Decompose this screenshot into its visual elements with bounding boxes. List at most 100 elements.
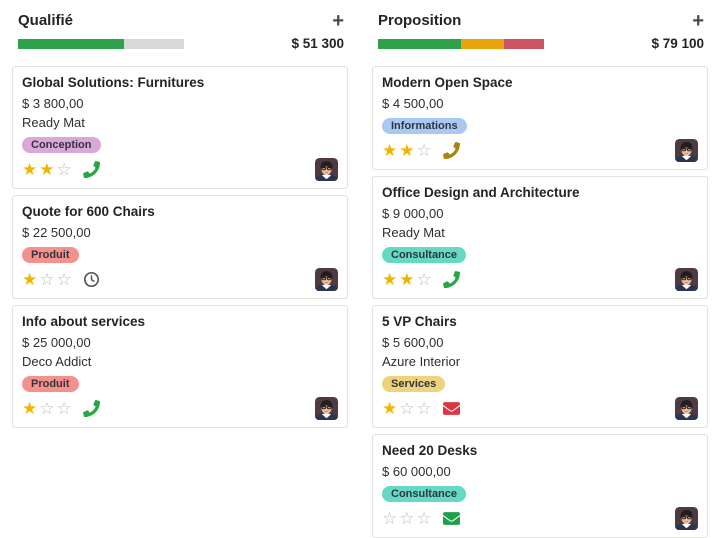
tag-pill[interactable]: Produit: [22, 247, 79, 263]
card-footer: ★ ★ ☆: [22, 158, 338, 181]
tag-pill[interactable]: Produit: [22, 376, 79, 392]
opportunity-title: Modern Open Space: [382, 75, 513, 90]
progress-segment-danger[interactable]: [504, 38, 544, 49]
column-total: $ 79 100: [651, 36, 704, 51]
star-icon[interactable]: ★: [382, 399, 398, 418]
assignee-avatar[interactable]: [315, 397, 338, 420]
priority-stars[interactable]: ★ ★ ☆: [382, 142, 434, 159]
plus-icon[interactable]: +: [692, 9, 704, 32]
card-footer: ★ ★ ☆: [382, 268, 698, 291]
star-icon[interactable]: ★: [399, 270, 415, 289]
phone-icon[interactable]: [82, 161, 100, 178]
star-icon[interactable]: ☆: [416, 399, 432, 418]
kanban-card[interactable]: Need 20 Desks $ 60 000,00 Consultance ☆ ☆…: [372, 434, 708, 538]
expected-revenue: $ 9 000,00: [382, 206, 444, 221]
star-icon[interactable]: ☆: [382, 509, 398, 528]
assignee-avatar[interactable]: [315, 268, 338, 291]
tag-row: Informations: [382, 116, 698, 134]
star-icon[interactable]: ★: [382, 141, 398, 160]
kanban-card[interactable]: Modern Open Space $ 4 500,00 Information…: [372, 66, 708, 170]
assignee-avatar[interactable]: [315, 158, 338, 181]
column-title[interactable]: Qualifié: [18, 12, 74, 29]
progress-segment-warning[interactable]: [461, 38, 505, 49]
partner-name: Deco Addict: [22, 354, 92, 369]
card-footer: ★ ★ ☆: [382, 139, 698, 162]
star-icon[interactable]: ☆: [39, 270, 55, 289]
opportunity-title: 5 VP Chairs: [382, 314, 457, 329]
star-icon[interactable]: ★: [22, 270, 38, 289]
activity-progressbar[interactable]: [18, 38, 184, 49]
column-stats: $ 79 100: [370, 36, 710, 51]
kanban-card[interactable]: Office Design and Architecture $ 9 000,0…: [372, 176, 708, 299]
star-icon[interactable]: ☆: [399, 509, 415, 528]
priority-stars[interactable]: ★ ☆ ☆: [22, 271, 74, 288]
progress-segment-success[interactable]: [18, 38, 125, 49]
column-title[interactable]: Proposition: [378, 12, 462, 29]
progress-segment-success[interactable]: [378, 38, 461, 49]
kanban-card[interactable]: Quote for 600 Chairs $ 22 500,00 Produit…: [12, 195, 348, 299]
envelope-icon[interactable]: [442, 510, 460, 527]
tag-row: Services: [382, 374, 698, 392]
kanban-card[interactable]: Global Solutions: Furnitures $ 3 800,00 …: [12, 66, 348, 189]
envelope-icon[interactable]: [442, 400, 460, 417]
star-icon[interactable]: ☆: [56, 160, 72, 179]
star-icon[interactable]: ☆: [416, 509, 432, 528]
card-footer: ★ ☆ ☆: [22, 397, 338, 420]
kanban-card[interactable]: 5 VP Chairs $ 5 600,00 Azure Interior Se…: [372, 305, 708, 428]
priority-stars[interactable]: ★ ☆ ☆: [22, 400, 74, 417]
tag-pill[interactable]: Conception: [22, 137, 101, 153]
star-icon[interactable]: ☆: [56, 270, 72, 289]
assignee-avatar[interactable]: [675, 507, 698, 530]
plus-icon[interactable]: +: [332, 9, 344, 32]
column-header: Proposition +: [370, 4, 710, 36]
assignee-avatar[interactable]: [675, 397, 698, 420]
column-stats: $ 51 300: [10, 36, 350, 51]
phone-icon[interactable]: [442, 142, 460, 159]
card-footer: ★ ☆ ☆: [22, 268, 338, 291]
expected-revenue: $ 3 800,00: [22, 96, 84, 111]
expected-revenue: $ 4 500,00: [382, 96, 444, 111]
star-icon[interactable]: ★: [399, 141, 415, 160]
expected-revenue: $ 22 500,00: [22, 225, 91, 240]
star-icon[interactable]: ★: [22, 399, 38, 418]
star-icon[interactable]: ★: [39, 160, 55, 179]
kanban-column-qualifie: Qualifié + $ 51 300 Global Solutions: Fu…: [10, 4, 350, 538]
assignee-avatar[interactable]: [675, 139, 698, 162]
column-total: $ 51 300: [291, 36, 344, 51]
tag-pill[interactable]: Informations: [382, 118, 467, 134]
opportunity-title: Global Solutions: Furnitures: [22, 75, 205, 90]
clock-icon[interactable]: [83, 271, 100, 288]
partner-name: Ready Mat: [22, 115, 85, 130]
star-icon[interactable]: ☆: [39, 399, 55, 418]
phone-icon[interactable]: [442, 271, 460, 288]
star-icon[interactable]: ☆: [416, 270, 432, 289]
kanban-card[interactable]: Info about services $ 25 000,00 Deco Add…: [12, 305, 348, 428]
star-icon[interactable]: ☆: [56, 399, 72, 418]
priority-stars[interactable]: ★ ★ ☆: [22, 161, 74, 178]
priority-stars[interactable]: ★ ☆ ☆: [382, 400, 434, 417]
star-icon[interactable]: ☆: [399, 399, 415, 418]
card-footer: ★ ☆ ☆: [382, 397, 698, 420]
tag-pill[interactable]: Consultance: [382, 486, 467, 502]
star-icon[interactable]: ★: [382, 270, 398, 289]
tag-row: Consultance: [382, 245, 698, 263]
assignee-avatar[interactable]: [675, 268, 698, 291]
priority-stars[interactable]: ★ ★ ☆: [382, 271, 434, 288]
expected-revenue: $ 60 000,00: [382, 464, 451, 479]
opportunity-title: Info about services: [22, 314, 146, 329]
kanban-column-proposition: Proposition + $ 79 100 Modern Open Space…: [370, 4, 710, 538]
activity-progressbar[interactable]: [378, 38, 544, 49]
tag-pill[interactable]: Consultance: [382, 247, 467, 263]
opportunity-title: Office Design and Architecture: [382, 185, 580, 200]
expected-revenue: $ 5 600,00: [382, 335, 444, 350]
opportunity-title: Need 20 Desks: [382, 443, 478, 458]
phone-icon[interactable]: [82, 400, 100, 417]
tag-row: Conception: [22, 135, 338, 153]
card-list: Modern Open Space $ 4 500,00 Information…: [370, 66, 710, 538]
priority-stars[interactable]: ☆ ☆ ☆: [382, 510, 434, 527]
tag-pill[interactable]: Services: [382, 376, 446, 392]
star-icon[interactable]: ★: [22, 160, 38, 179]
star-icon[interactable]: ☆: [416, 141, 432, 160]
opportunity-title: Quote for 600 Chairs: [22, 204, 155, 219]
